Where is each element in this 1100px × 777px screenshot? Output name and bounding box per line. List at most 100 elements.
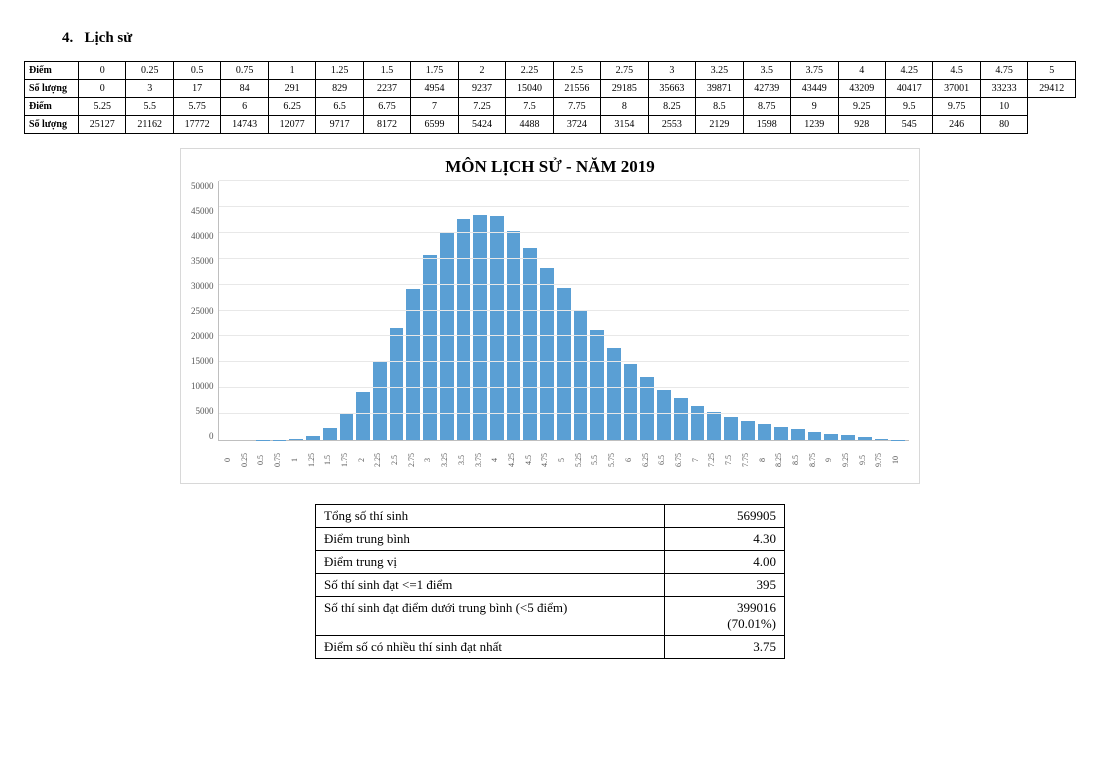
table-cell: 1239: [791, 116, 838, 134]
gridline: [219, 310, 910, 311]
x-tick-label: 5.5: [590, 443, 604, 477]
table-cell: 928: [838, 116, 885, 134]
table-cell: 1.5: [363, 62, 410, 80]
stats-row: Số thí sinh đạt điểm dưới trung bình (<5…: [316, 597, 785, 636]
table-cell: 0: [79, 80, 126, 98]
chart-bar: [323, 428, 337, 440]
table-cell: 40417: [885, 80, 932, 98]
chart-bars: [223, 181, 906, 440]
table-cell: 8.25: [648, 98, 695, 116]
score-table-top: Điểm 00.250.50.7511.251.51.7522.252.52.7…: [24, 61, 1076, 134]
section-title: 4. Lịch sử: [62, 30, 1076, 47]
table-cell: 37001: [933, 80, 980, 98]
chart-bar: [841, 435, 855, 440]
table-cell: 9.5: [885, 98, 932, 116]
x-tick-label: 6.25: [641, 443, 655, 477]
table-cell: 8: [601, 98, 648, 116]
x-tick-label: 6.75: [674, 443, 688, 477]
chart-bar: [724, 417, 738, 440]
table-cell: 5: [1028, 62, 1076, 80]
gridline: [219, 258, 910, 259]
table-cell: 6.75: [363, 98, 410, 116]
y-tick-label: 45000: [191, 206, 214, 216]
chart-bar: [758, 424, 772, 440]
gridline: [219, 206, 910, 207]
table-cell: 9717: [316, 116, 363, 134]
table-cell: 9237: [458, 80, 505, 98]
x-tick-label: 8.5: [791, 443, 805, 477]
table-cell: 2129: [696, 116, 743, 134]
x-tick-label: 7.75: [741, 443, 755, 477]
y-tick-label: 35000: [191, 256, 214, 266]
gridline: [219, 413, 910, 414]
table-cell: 42739: [743, 80, 790, 98]
table-cell: 5.5: [126, 98, 173, 116]
x-tick-label: 0.75: [273, 443, 287, 477]
y-tick-label: 0: [209, 431, 214, 441]
x-tick-label: 2.5: [390, 443, 404, 477]
chart-bar: [674, 398, 688, 440]
x-tick-label: 1: [290, 443, 304, 477]
stats-value: 3.75: [665, 636, 785, 659]
y-tick-label: 20000: [191, 331, 214, 341]
x-tick-label: 6.5: [657, 443, 671, 477]
table-cell: 3724: [553, 116, 600, 134]
x-tick-label: 10: [891, 443, 905, 477]
table-cell: 25127: [79, 116, 126, 134]
table-cell: 15040: [506, 80, 553, 98]
table-cell: 4954: [411, 80, 458, 98]
table-cell: 7.25: [458, 98, 505, 116]
chart-plot-area: [218, 181, 910, 441]
table-cell: 829: [316, 80, 363, 98]
gridline: [219, 335, 910, 336]
chart-bar: [590, 330, 604, 440]
gridline: [219, 180, 910, 181]
stats-value: 4.30: [665, 528, 785, 551]
x-tick-label: 7.25: [707, 443, 721, 477]
table-cell: 8.75: [743, 98, 790, 116]
chart-bar: [390, 328, 404, 440]
stats-row: Số thí sinh đạt <=1 điểm395: [316, 574, 785, 597]
table-cell: 29185: [601, 80, 648, 98]
x-tick-label: 3.5: [457, 443, 471, 477]
table-cell: 1.75: [411, 62, 458, 80]
table-cell: 0.25: [126, 62, 173, 80]
x-tick-label: 4.25: [507, 443, 521, 477]
row-score-label: Điểm: [25, 98, 79, 116]
y-tick-label: 50000: [191, 181, 214, 191]
table-cell: 5.75: [173, 98, 220, 116]
chart-x-axis: 00.250.50.7511.251.51.7522.252.52.7533.2…: [219, 441, 909, 477]
table-cell: 10: [980, 98, 1027, 116]
x-tick-label: 8.75: [808, 443, 822, 477]
stats-value: 569905: [665, 505, 785, 528]
chart-bar: [657, 390, 671, 440]
table-cell: 246: [933, 116, 980, 134]
stats-label: Số thí sinh đạt điểm dưới trung bình (<5…: [316, 597, 665, 636]
table-cell: 7: [411, 98, 458, 116]
table-cell: 35663: [648, 80, 695, 98]
table-cell: 2.25: [506, 62, 553, 80]
table-cell: 2553: [648, 116, 695, 134]
row-count-label: Số lượng: [25, 80, 79, 98]
stats-label: Điểm trung bình: [316, 528, 665, 551]
stats-value: 399016 (70.01%): [665, 597, 785, 636]
stats-row: Điểm trung vị4.00: [316, 551, 785, 574]
table-cell: 3: [126, 80, 173, 98]
x-tick-label: 9.5: [858, 443, 872, 477]
y-tick-label: 40000: [191, 231, 214, 241]
chart-bar: [306, 436, 320, 440]
table-cell: 8172: [363, 116, 410, 134]
chart-bar: [691, 406, 705, 440]
chart-container: MÔN LỊCH SỬ - NĂM 2019 05000100001500020…: [180, 148, 920, 484]
table-cell: 6: [221, 98, 268, 116]
table-cell: 29412: [1028, 80, 1076, 98]
table-cell: 2.75: [601, 62, 648, 80]
table-cell: 6.25: [268, 98, 315, 116]
stats-label: Điểm trung vị: [316, 551, 665, 574]
table-cell: 39871: [696, 80, 743, 98]
x-tick-label: 3: [423, 443, 437, 477]
y-tick-label: 15000: [191, 356, 214, 366]
x-tick-label: 5.75: [607, 443, 621, 477]
table-cell: 2: [458, 62, 505, 80]
chart-bar: [356, 392, 370, 440]
